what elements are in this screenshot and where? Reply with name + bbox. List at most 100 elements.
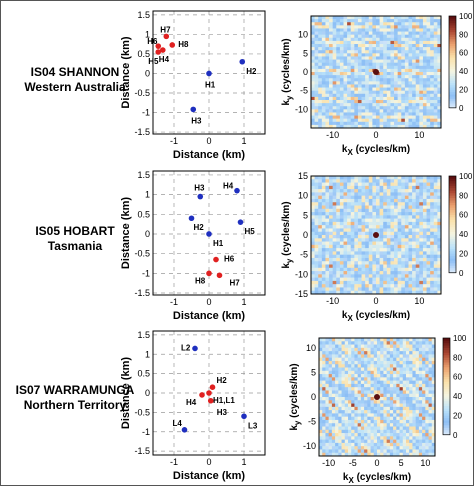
heatmap-cell — [419, 192, 424, 196]
heatmap-cell — [404, 56, 409, 60]
heatmap-cell — [365, 280, 370, 285]
heatmap-cell — [357, 436, 362, 440]
heatmap-cell — [314, 277, 319, 282]
heatmap-cell — [425, 426, 429, 431]
heatmap-cell — [377, 367, 381, 372]
heatmap-cell — [318, 40, 323, 45]
heatmap-cell — [431, 397, 436, 401]
colorbar-segment — [449, 103, 456, 106]
heatmap-cell — [344, 410, 349, 414]
heatmap-cell — [422, 205, 427, 210]
heatmap-cell — [422, 439, 426, 444]
heatmap-cell — [376, 182, 380, 187]
heatmap-cell — [347, 261, 352, 265]
heatmap-cell — [321, 235, 326, 239]
heatmap-cell — [394, 56, 398, 60]
heatmap-cell — [412, 280, 417, 285]
heatmap-cell — [321, 290, 326, 295]
heatmap-cell — [379, 277, 384, 282]
heatmap-cell — [419, 84, 424, 88]
y-tick-label: 10 — [306, 343, 316, 353]
heatmap-cell — [397, 212, 402, 216]
heatmap-cell — [404, 218, 409, 223]
heatmap-cell — [404, 277, 409, 282]
heatmap-cell — [430, 40, 435, 45]
heatmap-cell — [335, 390, 339, 395]
heatmap-cell — [354, 341, 358, 345]
heatmap-cell — [377, 364, 381, 368]
heatmap-cell — [341, 364, 346, 368]
heatmap-cell — [380, 354, 384, 358]
heatmap-cell — [415, 244, 420, 249]
heatmap-cell — [350, 90, 355, 95]
label-part: k — [281, 100, 292, 106]
heatmap-cell — [361, 50, 366, 54]
heatmap-cell — [390, 124, 395, 129]
heatmap-cell — [322, 341, 326, 345]
heatmap-cell — [396, 367, 400, 372]
heatmap-cell — [370, 341, 375, 345]
heatmap-cell — [348, 357, 352, 362]
heatmap-cell — [412, 212, 417, 216]
heatmap-cell — [389, 446, 394, 450]
heatmap-cell — [350, 277, 355, 282]
heatmap-cell — [408, 103, 413, 107]
heatmap-cell — [328, 357, 333, 362]
heatmap-cell — [430, 87, 435, 91]
heatmap-cell — [332, 189, 337, 193]
heatmap-cell — [379, 254, 384, 259]
heatmap-cell — [390, 72, 395, 76]
sensor-label: H4 — [223, 182, 234, 191]
heatmap-cell — [361, 287, 366, 292]
colorbar-segment — [449, 27, 456, 31]
heatmap-cell — [426, 115, 431, 119]
heatmap-cell — [379, 212, 384, 216]
heatmap-cell — [331, 360, 336, 365]
heatmap-cell — [380, 344, 384, 349]
heatmap-cell — [430, 16, 435, 20]
heatmap-cell — [386, 225, 391, 229]
heatmap-cell — [425, 446, 429, 450]
heatmap-cell — [354, 44, 359, 48]
heatmap-cell — [433, 28, 438, 32]
heatmap-cell — [328, 419, 333, 424]
heatmap-cell — [361, 47, 366, 51]
heatmap-cell — [380, 452, 384, 457]
heatmap-cell — [314, 59, 319, 63]
heatmap-cell — [396, 338, 400, 342]
heatmap-cell — [412, 241, 417, 246]
heatmap-cell — [376, 254, 380, 259]
heatmap-cell — [336, 228, 341, 233]
heatmap-cell — [399, 403, 404, 408]
heatmap-cell — [377, 403, 381, 408]
heatmap-cell — [401, 16, 406, 20]
heatmap-cell — [361, 248, 366, 252]
heatmap-cell — [412, 100, 417, 104]
heatmap-cell — [406, 341, 410, 345]
heatmap-cell — [426, 195, 431, 200]
heatmap-cell — [418, 377, 423, 381]
heatmap-cell — [426, 218, 431, 223]
heatmap-cell — [361, 202, 366, 206]
heatmap-cell — [318, 264, 323, 269]
heatmap-cell — [331, 364, 336, 368]
heatmap-cell — [335, 374, 339, 378]
heatmap-cell — [347, 37, 352, 42]
heatmap-cell — [425, 433, 429, 437]
heatmap-cell — [415, 22, 420, 26]
heatmap-cell — [350, 195, 355, 200]
heatmap-cell — [328, 367, 333, 372]
heatmap-cell — [390, 53, 395, 57]
heatmap-cell — [361, 241, 366, 246]
heatmap-cell — [321, 28, 326, 32]
heatmap-cell — [397, 238, 402, 242]
heatmap-cell — [341, 383, 346, 388]
heatmap-cell — [422, 254, 427, 259]
colorbar-segment — [449, 207, 456, 211]
heatmap-cell — [430, 106, 435, 110]
heatmap-cell — [332, 277, 337, 282]
heatmap-cell — [339, 195, 344, 200]
heatmap-cell — [348, 439, 352, 444]
